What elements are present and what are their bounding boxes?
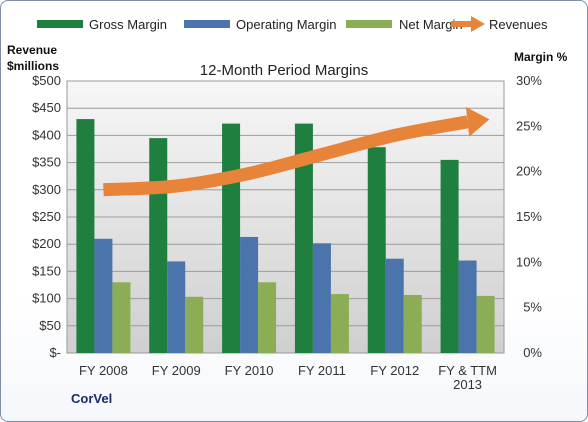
left-tick-label: $150 — [32, 263, 61, 278]
bar-net-margin — [185, 296, 204, 353]
x-tick-label: FY 2012 — [370, 363, 419, 378]
right-tick-label: 30% — [516, 73, 542, 88]
x-tick-label: FY 2010 — [225, 363, 274, 378]
left-tick-label: $50 — [39, 318, 61, 333]
left-tick-label: $250 — [32, 209, 61, 224]
x-tick-label: FY 2011 — [298, 363, 346, 378]
revenue-arrow-group — [103, 106, 490, 197]
legend-arrowhead-revenues — [471, 16, 485, 32]
x-tick-label: FY 2008 — [79, 363, 128, 378]
legend-label-revenues: Revenues — [489, 17, 548, 32]
right-tick-label: 20% — [516, 164, 542, 179]
bar-operating-margin — [312, 243, 331, 353]
x-tick-label: 2013 — [453, 377, 482, 392]
bar-net-margin — [476, 295, 495, 353]
bar-gross-margin — [367, 147, 386, 353]
bar-operating-margin — [240, 236, 259, 353]
right-tick-label: 15% — [516, 209, 542, 224]
legend-label-operating-margin: Operating Margin — [236, 17, 336, 32]
right-axis-ticks: 0% 5% 10% 15% 20% 25% 30% — [516, 73, 542, 360]
revenue-line — [103, 115, 469, 197]
legend: Gross Margin Operating Margin Net Margin… — [37, 16, 548, 32]
right-tick-label: 0% — [523, 345, 542, 360]
y-left-label-line1: Revenue — [7, 43, 57, 57]
left-tick-label: $450 — [32, 100, 61, 115]
company-label: CorVel — [71, 391, 112, 406]
left-tick-label: $500 — [32, 73, 61, 88]
left-tick-label: $- — [49, 345, 61, 360]
left-axis-ticks: $- $50 $100 $150 $200 $250 $300 $350 $400 $450 $50… — [32, 73, 61, 360]
legend-label-gross-margin: Gross Margin — [89, 17, 167, 32]
right-tick-label: 10% — [516, 254, 542, 269]
bar-gross-margin — [76, 119, 95, 353]
bar-operating-margin — [385, 258, 404, 353]
left-tick-label: $350 — [32, 155, 61, 170]
left-tick-label: $400 — [32, 127, 61, 142]
right-tick-label: 5% — [523, 300, 542, 315]
y-left-label-line2: $millions — [7, 59, 59, 73]
left-tick-label: $100 — [32, 291, 61, 306]
right-tick-label: 25% — [516, 118, 542, 133]
y-right-label: Margin % — [514, 50, 568, 64]
x-tick-label: FY & TTM — [438, 363, 497, 378]
bar-gross-margin — [440, 159, 459, 353]
bar-net-margin — [112, 282, 131, 353]
revenue-arrowhead — [465, 106, 490, 137]
chart-title: 12-Month Period Margins — [200, 62, 368, 79]
bar-gross-margin — [222, 123, 241, 353]
left-tick-label: $300 — [32, 182, 61, 197]
legend-swatch-gross-margin — [37, 20, 83, 28]
left-tick-label: $200 — [32, 236, 61, 251]
x-axis-ticks: FY 2008 FY 2009 FY 2010 FY 2011 FY 2012 FY & … — [79, 363, 497, 392]
x-tick-label: FY 2009 — [152, 363, 201, 378]
bar-operating-margin — [458, 260, 477, 353]
legend-swatch-operating-margin — [184, 20, 230, 28]
legend-label-net-margin: Net Margin — [399, 17, 463, 32]
bars-group — [76, 119, 495, 353]
bar-operating-margin — [94, 238, 113, 353]
bar-operating-margin — [167, 261, 186, 353]
legend-swatch-net-margin — [346, 20, 392, 28]
gridlines — [67, 80, 504, 327]
bar-net-margin — [330, 294, 349, 353]
bar-net-margin — [258, 282, 277, 353]
bar-net-margin — [403, 294, 422, 353]
bar-gross-margin — [294, 123, 313, 353]
bar-gross-margin — [149, 138, 168, 353]
